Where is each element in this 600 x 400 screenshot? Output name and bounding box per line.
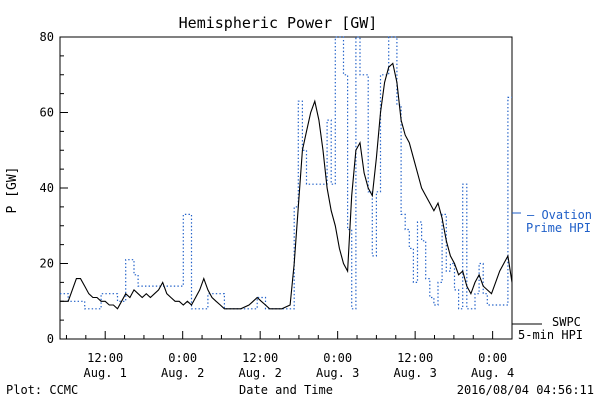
y-tick-label: 60 [40, 106, 54, 120]
x-tick-time-label: 0:00 [168, 351, 197, 365]
x-tick-time-label: 12:00 [87, 351, 123, 365]
y-tick-label: 20 [40, 257, 54, 271]
x-tick-date-label: Aug. 3 [316, 366, 359, 380]
x-tick-date-label: Aug. 1 [84, 366, 127, 380]
x-axis-label: Date and Time [239, 383, 333, 397]
ovation-prime-line [60, 36, 512, 310]
ovation-label-line2: Prime HPI [526, 221, 591, 235]
x-tick-time-label: 12:00 [242, 351, 278, 365]
y-tick-label: 0 [47, 332, 54, 346]
swpc-5min-hpi-line [60, 62, 513, 310]
ovation-label-line1: – Ovation [527, 208, 592, 222]
footer-right: 2016/08/04 04:56:11 [457, 383, 594, 397]
x-tick-date-label: Aug. 2 [238, 366, 281, 380]
chart-title: Hemispheric Power [GW] [179, 14, 378, 32]
footer-left: Plot: CCMC [6, 383, 78, 397]
y-axis-ticks: 0 20 40 60 80 [40, 30, 68, 346]
plot-frame [59, 36, 513, 340]
swpc-label-line2: 5-min HPI [518, 328, 583, 342]
x-tick-time-label: 0:00 [478, 351, 507, 365]
y-axis-label: P [GW] [5, 167, 20, 214]
x-tick-date-label: Aug. 3 [393, 366, 436, 380]
x-tick-date-label: Aug. 4 [471, 366, 514, 380]
x-tick-date-label: Aug. 2 [161, 366, 204, 380]
y-tick-label: 40 [40, 181, 54, 195]
swpc-label-line1: SWPC [552, 315, 581, 329]
y-tick-label: 80 [40, 30, 54, 44]
x-tick-time-label: 12:00 [397, 351, 433, 365]
x-tick-time-label: 0:00 [323, 351, 352, 365]
